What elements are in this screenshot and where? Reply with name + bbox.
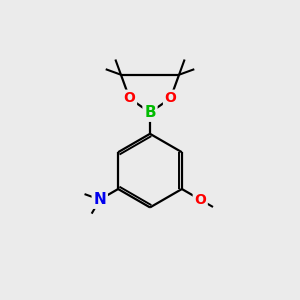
Text: B: B: [144, 105, 156, 120]
Text: O: O: [194, 193, 206, 207]
Text: O: O: [165, 91, 176, 105]
Text: O: O: [124, 91, 135, 105]
Text: N: N: [93, 192, 106, 207]
